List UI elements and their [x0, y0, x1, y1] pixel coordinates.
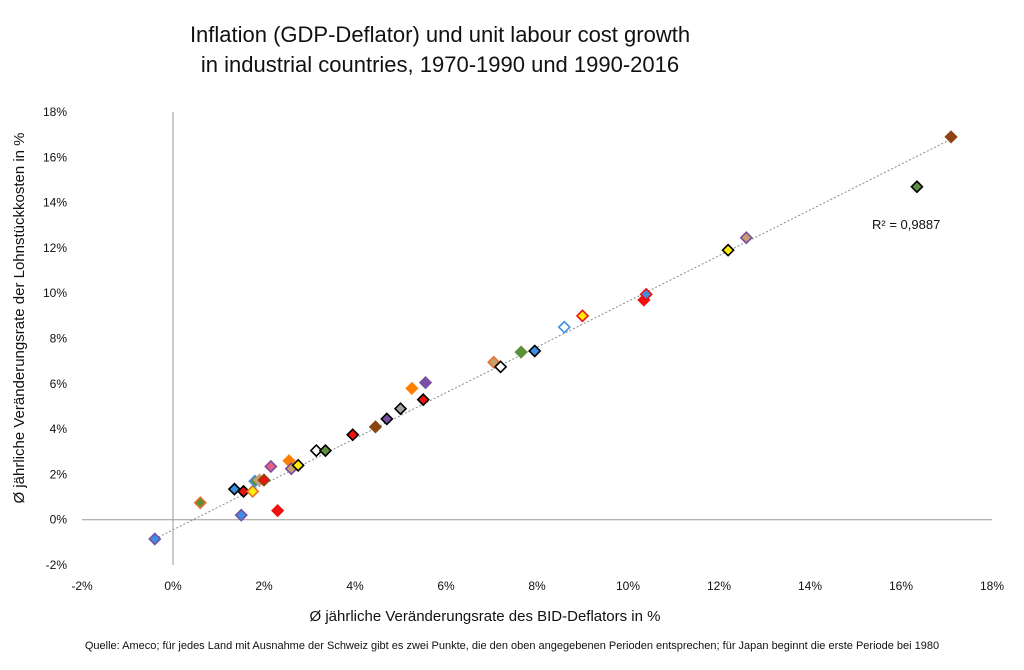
x-tick-label: 6% — [437, 579, 455, 593]
x-tick-label: 16% — [889, 579, 913, 593]
data-point — [193, 496, 207, 510]
y-tick-label: 18% — [43, 105, 67, 119]
y-tick-label: 14% — [43, 196, 67, 210]
x-tick-label: 2% — [255, 579, 273, 593]
x-tick-label: 10% — [616, 579, 640, 593]
x-axis-ticks: -2% 0% 2% 4% 6% 8% 10% 12% 14% 16% 18% — [71, 579, 1004, 593]
data-point — [405, 381, 419, 395]
data-point — [528, 344, 542, 358]
y-tick-label: 2% — [50, 467, 68, 481]
x-axis-label: Ø jährliche Veränderungsrate des BID-Def… — [309, 608, 660, 625]
y-axis-ticks: -2% 0% 2% 4% 6% 8% 10% 12% 14% 16% 18% — [43, 105, 67, 572]
scatter-plot: -2% 0% 2% 4% 6% 8% 10% 12% 14% 16% 18% -2% 0% 2% 4% 6%… — [11, 105, 1004, 625]
data-point — [236, 484, 251, 499]
y-tick-label: 4% — [50, 422, 68, 436]
x-tick-label: -2% — [71, 579, 93, 593]
chart-title-line-2: in industrial countries, 1970-1990 und 1… — [200, 52, 680, 77]
data-point — [721, 243, 735, 257]
y-tick-label: 8% — [50, 332, 68, 346]
data-point — [234, 508, 248, 522]
y-axis-label: Ø jährliche Veränderungsrate der Lohnstü… — [11, 132, 28, 503]
data-point — [416, 393, 430, 407]
x-tick-label: 18% — [980, 579, 1004, 593]
data-point — [346, 428, 360, 442]
x-tick-label: 14% — [798, 579, 822, 593]
x-tick-label: 12% — [707, 579, 731, 593]
data-point — [271, 504, 285, 518]
y-tick-label: 0% — [50, 513, 68, 527]
data-point — [739, 231, 753, 245]
data-point — [910, 180, 924, 194]
data-point — [368, 420, 383, 434]
y-tick-label: 6% — [50, 377, 68, 391]
data-point — [309, 443, 323, 458]
y-tick-label: 12% — [43, 241, 67, 255]
data-point — [944, 130, 958, 144]
source-note: Quelle: Ameco; für jedes Land mit Ausnah… — [84, 640, 940, 652]
data-point — [557, 320, 571, 334]
data-point — [380, 412, 394, 426]
y-tick-label: 10% — [43, 286, 67, 300]
x-tick-label: 4% — [346, 579, 364, 593]
data-point — [418, 376, 433, 390]
data-point — [575, 309, 590, 323]
data-point — [393, 402, 408, 416]
y-tick-label: -2% — [46, 558, 68, 572]
data-point — [639, 287, 653, 301]
data-point — [257, 473, 271, 487]
data-point — [493, 360, 508, 374]
data-point — [514, 345, 528, 359]
data-point — [245, 484, 260, 499]
data-point — [264, 459, 278, 474]
x-tick-label: 8% — [528, 579, 546, 593]
r-squared-label: R² = 0,9887 — [872, 217, 940, 232]
y-tick-label: 16% — [43, 150, 67, 164]
data-point — [148, 532, 162, 546]
data-point — [291, 458, 305, 472]
data-point — [227, 482, 242, 496]
data-points — [148, 130, 958, 546]
data-point — [318, 443, 333, 458]
trendline — [154, 138, 952, 540]
chart-title-line-1: Inflation (GDP-Deflator) und unit labour… — [189, 22, 691, 47]
data-point — [487, 355, 501, 369]
x-tick-label: 0% — [164, 579, 182, 593]
